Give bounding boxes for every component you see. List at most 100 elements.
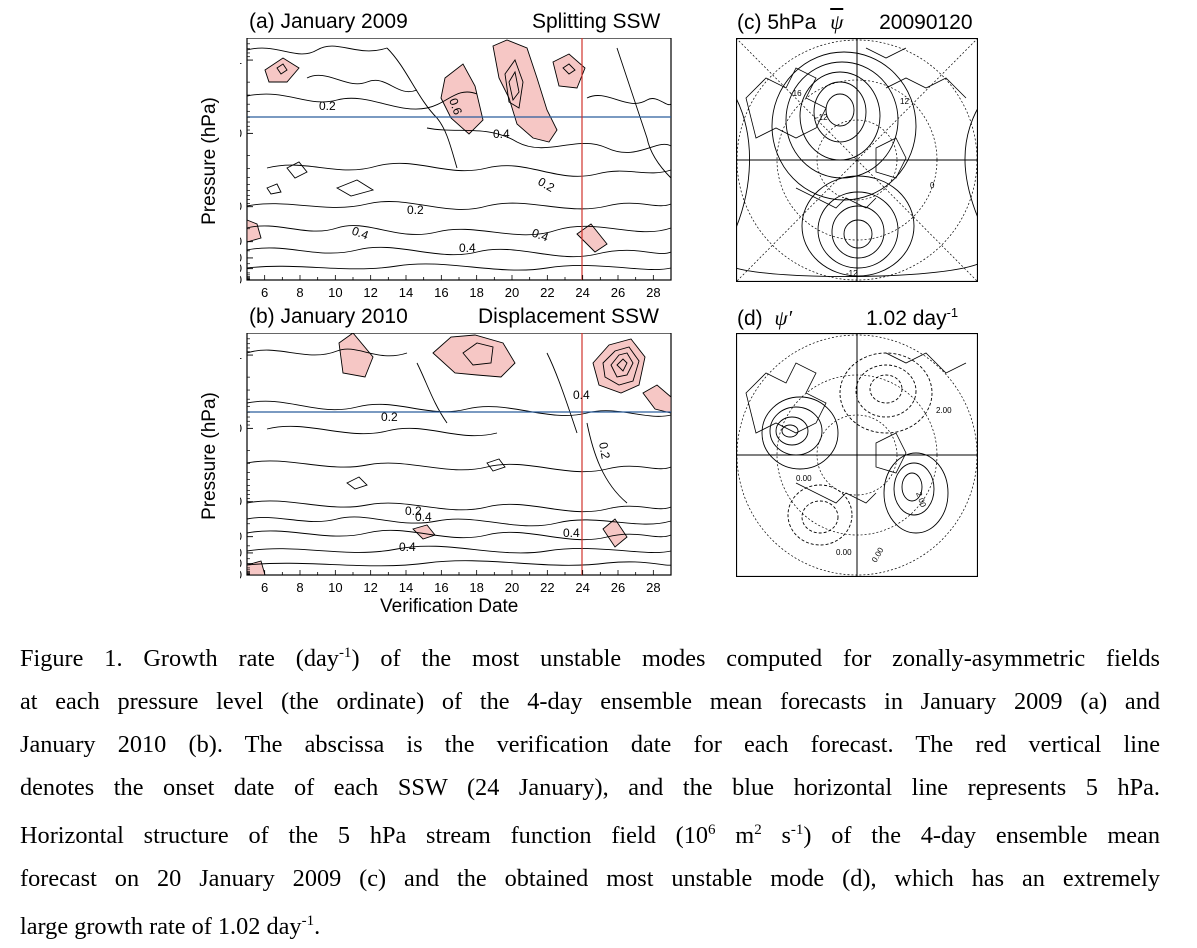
- caption-line-5-sup3: -1: [790, 822, 804, 839]
- y-tick-label: 700: [240, 557, 242, 571]
- caption-line-7-sup: -1: [301, 913, 315, 930]
- contour-a-12: [586, 95, 672, 106]
- x-tick-label: 12: [363, 285, 377, 300]
- inner-contours-a: [276, 59, 576, 109]
- y-tick-label: 100: [240, 495, 242, 509]
- coast-d-4: [885, 352, 967, 374]
- panel-c-symbol: ψ: [830, 10, 844, 34]
- shade-a-5: [576, 223, 608, 253]
- contour-b-2: [246, 400, 672, 417]
- contour-b-5: [246, 500, 672, 513]
- caption-line-1-a: Figure 1. Growth rate (day: [20, 645, 339, 673]
- contour-label-b-3: 0.2: [596, 441, 613, 460]
- panel-a-chart: 0.2 0.6 0.4 0.2 0.2 0.4 0.4 0.4 6 8 10 12 14…: [240, 38, 672, 300]
- panel-d-title: (d) ψ′ 1.02 day-1: [737, 305, 958, 331]
- contour-a-15: [266, 183, 282, 195]
- caption-line-5-d: ) of the 4-day ensemble mean: [803, 822, 1160, 850]
- stream-c-3: [799, 71, 881, 161]
- axis-ticks-b: 6 8 10 12 14 16 18 20 22 24 26 28 1 10 100 300 500700100…: [240, 338, 672, 595]
- map-label-c-2: -12: [816, 113, 828, 122]
- map-label-c-3: 12: [900, 97, 909, 106]
- caption-line-4: denotes the onset date of each SSW (24 J…: [20, 774, 1160, 802]
- contour-a-4: [426, 127, 672, 153]
- x-tick-label: 10: [328, 580, 342, 595]
- contour-a-14: [616, 47, 672, 179]
- panel-c-map: -16 -12 12 -12 0: [736, 38, 978, 282]
- caption-line-7: large growth rate of 1.02 day-1.: [20, 900, 1160, 948]
- contour-b-8: [246, 545, 672, 554]
- xlabel: Verification Date: [380, 596, 519, 617]
- contour-b-9: [246, 560, 672, 567]
- x-tick-label: 10: [328, 285, 342, 300]
- contour-a-1: [246, 91, 478, 110]
- shade-b-4: [642, 384, 672, 414]
- panel-d-rate-sup: -1: [946, 305, 959, 320]
- x-tick-label: 16: [434, 285, 448, 300]
- contour-label-b-1: 0.4: [573, 388, 590, 402]
- contour-a-9: [246, 263, 672, 271]
- meridian-c-1: [736, 38, 978, 282]
- contour-label-b-2: 0.2: [381, 410, 398, 424]
- y-tick-label: 10: [240, 421, 242, 435]
- panel-b-chart: 0.4 0.2 0.2 0.2 0.4 0.4 0.4 6 8 10 12 14 16 18…: [240, 333, 672, 595]
- contour-a-8: [246, 246, 672, 258]
- x-tick-label: 26: [611, 285, 625, 300]
- inner-contour-b-2: [610, 352, 634, 378]
- map-label-d-5: 0.00: [796, 474, 812, 483]
- axis-ticks-a: 6 8 10 12 14 16 18 20 22 24 26 28 1 10 100 300 500700100…: [240, 43, 672, 300]
- stream-c-9: [801, 175, 915, 277]
- contour-b-10: [416, 362, 448, 424]
- shade-b-1: [338, 333, 374, 378]
- inner-contour-a-3: [276, 63, 288, 75]
- x-tick-label: 20: [505, 580, 519, 595]
- stream-c-12: [736, 97, 750, 229]
- inner-contour-a-1: [504, 59, 524, 109]
- y-tick-label: 700: [240, 262, 242, 276]
- stream-c-7: [831, 205, 885, 259]
- caption-line-2: at each pressure level (the ordinate) of…: [20, 688, 1160, 716]
- y-tick-label: 300: [240, 235, 242, 249]
- figure-caption: Figure 1. Growth rate (day -1 ) of the mos…: [20, 632, 1160, 948]
- mode-d-neg-1: [869, 374, 903, 404]
- x-tick-label: 8: [296, 580, 303, 595]
- x-tick-label: 18: [469, 285, 483, 300]
- mode-d-6: [893, 462, 935, 516]
- caption-line-5-c: s: [761, 822, 791, 850]
- inner-contour-a-2: [508, 70, 520, 102]
- mode-contours-solid-d: [761, 396, 949, 534]
- contour-label-a-3: 0.4: [493, 127, 510, 141]
- caption-line-1-b: ) of the most unstable modes computed fo…: [351, 645, 1160, 673]
- x-tick-label: 28: [646, 580, 660, 595]
- caption-line-5-a: Horizontal structure of the 5 hPa stream…: [20, 822, 709, 850]
- panel-d-symbol: ψ′: [774, 306, 793, 330]
- contour-a-2: [246, 45, 388, 55]
- inner-contour-b-3: [616, 358, 628, 372]
- panel-d-map: 2.00 2.00 0.00 0.00 0.00: [736, 333, 978, 577]
- contour-label-a-6: 0.4: [350, 224, 371, 243]
- x-tick-label: 26: [611, 580, 625, 595]
- caption-line-1: Figure 1. Growth rate (day-1) of the mos…: [20, 632, 1160, 680]
- stream-c-10: [736, 263, 978, 277]
- panel-b-title: (b) January 2010: [249, 305, 408, 328]
- caption-line-5-sup2: 2: [754, 822, 762, 839]
- map-label-c-5: 0: [930, 181, 935, 190]
- contour-a-6: [246, 201, 672, 210]
- contour-a-13: [386, 47, 458, 169]
- stream-c-8: [817, 191, 899, 269]
- shade-a-4: [552, 53, 586, 89]
- caption-line-3: January 2010 (b). The abscissa is the ve…: [20, 731, 1160, 759]
- contour-a-5: [266, 162, 672, 177]
- coast-c-2: [875, 137, 907, 179]
- contour-b-14: [346, 476, 368, 490]
- mode-d-4: [761, 396, 839, 470]
- contour-b-7: [246, 529, 672, 541]
- x-tick-label: 12: [363, 580, 377, 595]
- contour-label-a-1: 0.2: [319, 99, 336, 113]
- contour-b-11: [546, 352, 578, 434]
- shade-b-6: [602, 518, 628, 548]
- contour-label-b-5: 0.4: [415, 510, 432, 524]
- map-label-d-3: 0.00: [836, 548, 852, 557]
- stream-c-11: [964, 107, 978, 219]
- contour-a-10: [286, 161, 308, 179]
- panel-b-subtitle: Displacement SSW: [478, 305, 659, 328]
